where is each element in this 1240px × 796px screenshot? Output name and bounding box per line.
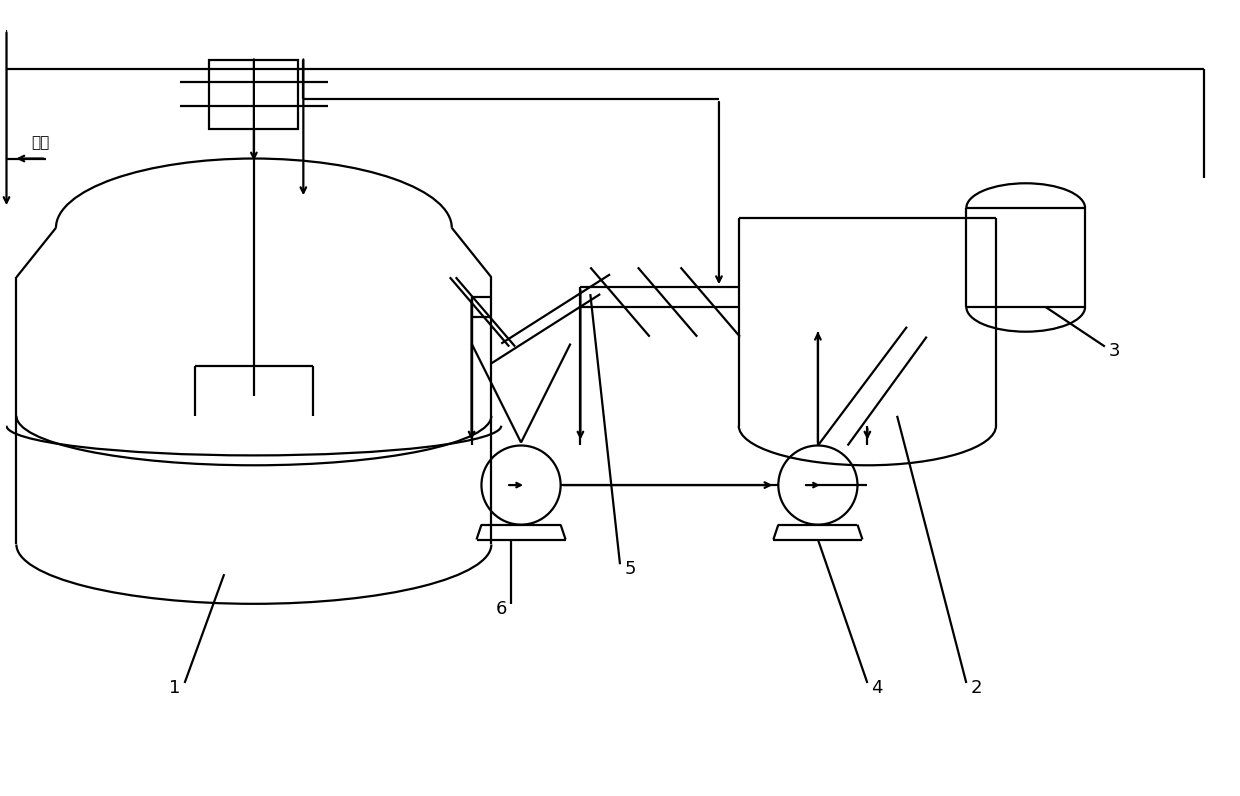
Text: 6: 6 xyxy=(496,599,507,618)
Bar xyxy=(210,60,299,129)
Text: 4: 4 xyxy=(872,679,883,696)
Text: 原料: 原料 xyxy=(31,135,50,150)
Text: 1: 1 xyxy=(169,679,180,696)
Text: 3: 3 xyxy=(1109,342,1121,361)
Text: 5: 5 xyxy=(624,560,636,578)
Text: 2: 2 xyxy=(971,679,982,696)
